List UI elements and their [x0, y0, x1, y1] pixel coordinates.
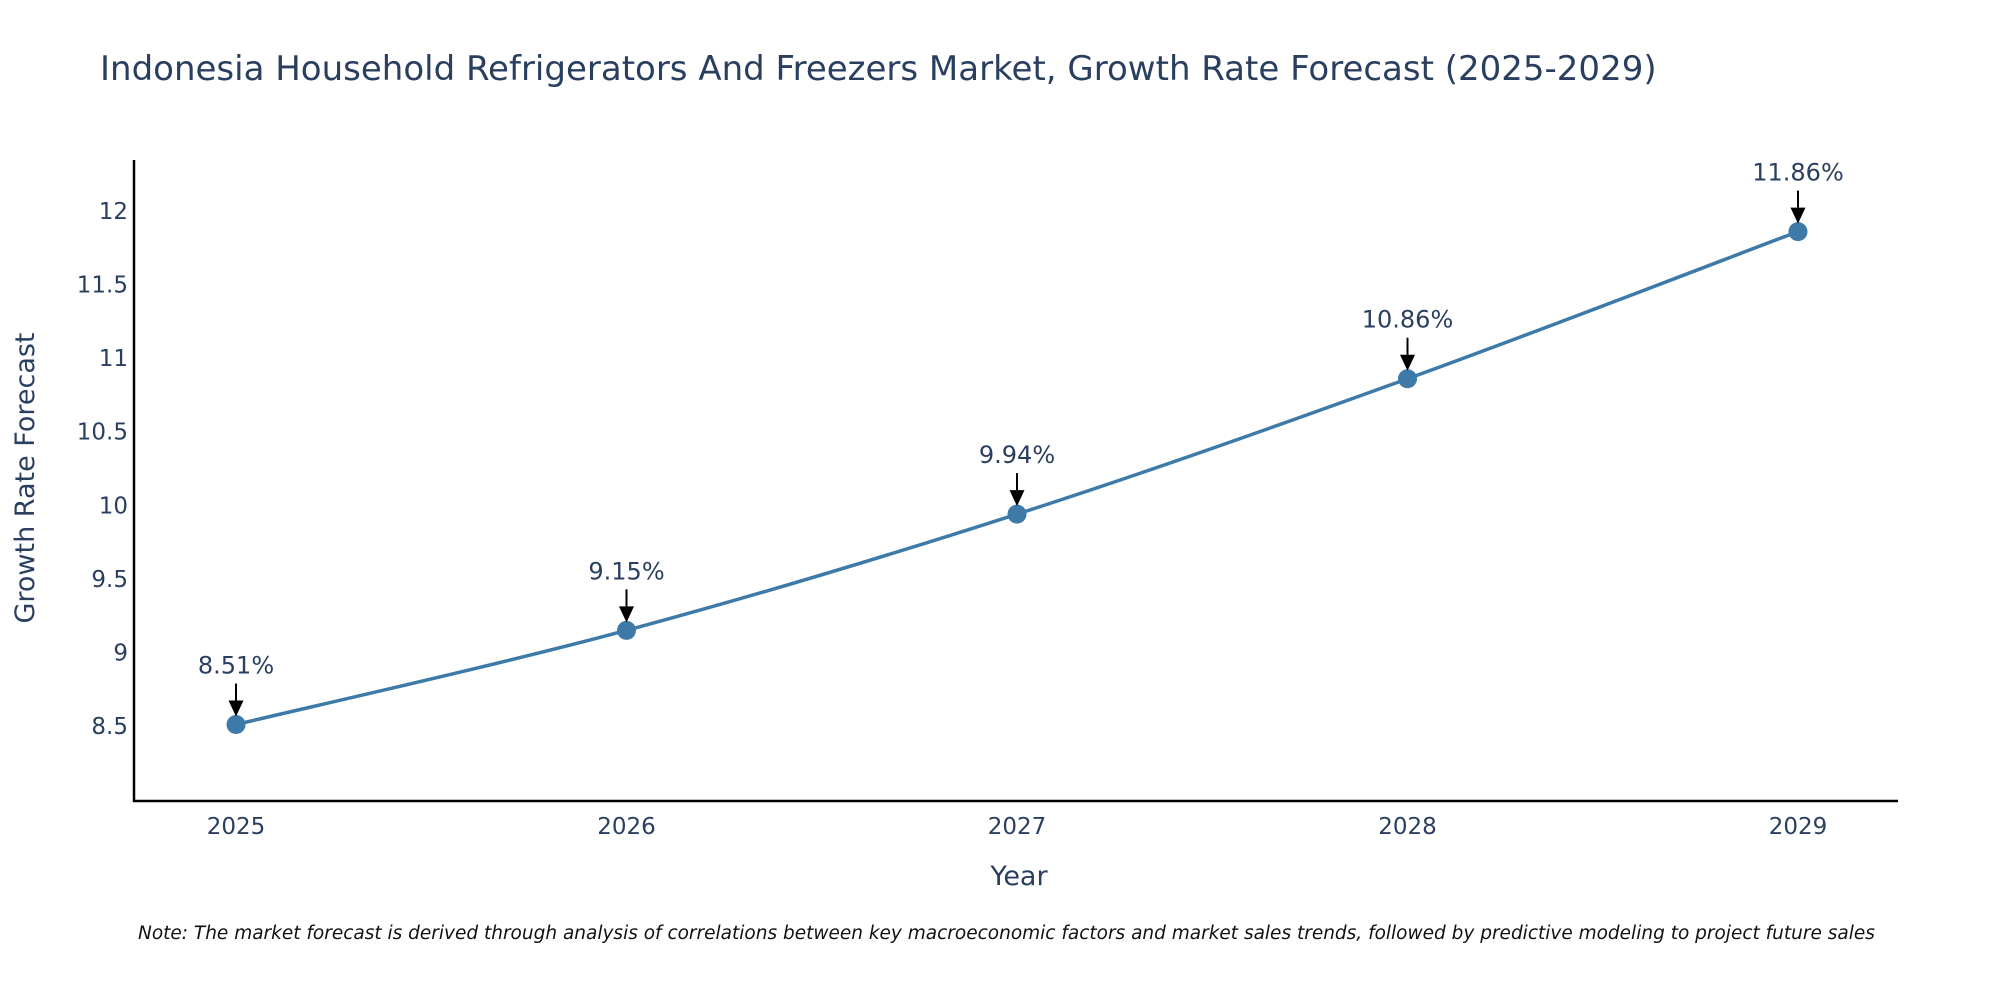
y-axis-title: Growth Rate Forecast	[10, 332, 41, 623]
y-tick-label: 10	[99, 493, 128, 519]
annotation-layer: 8.51% 9.15% 9.94% 10.86% 11.86%	[198, 159, 1844, 717]
x-axis-ticks: 2025 2026 2027 2028 2029	[207, 814, 1828, 840]
chart-title: Indonesia Household Refrigerators And Fr…	[100, 49, 1657, 89]
annotation-arrow-head	[1790, 207, 1806, 224]
annotation-arrow-head	[228, 700, 244, 717]
data-point-marker[interactable]	[226, 715, 246, 735]
y-tick-label: 8.5	[91, 714, 128, 740]
x-tick-label: 2027	[988, 814, 1047, 840]
y-tick-label: 11	[99, 346, 128, 372]
x-tick-label: 2026	[597, 814, 656, 840]
y-axis-ticks: 8.5 9 9.5 10 10.5 11 11.5 12	[77, 199, 128, 740]
x-tick-label: 2025	[207, 814, 266, 840]
data-point-marker[interactable]	[1007, 504, 1027, 524]
chart-note: Note: The market forecast is derived thr…	[138, 923, 1875, 944]
y-tick-label: 12	[99, 199, 128, 225]
data-label: 8.51%	[198, 652, 274, 680]
y-tick-label: 9	[113, 640, 128, 666]
series-layer	[226, 222, 1808, 735]
x-axis-title: Year	[989, 861, 1048, 892]
x-tick-label: 2029	[1769, 814, 1828, 840]
annotation-arrow-head	[619, 606, 634, 623]
data-label: 9.15%	[588, 557, 664, 585]
data-label: 11.86%	[1752, 159, 1844, 187]
annotation-arrow-head	[1009, 490, 1025, 507]
data-point-marker[interactable]	[1788, 222, 1808, 242]
x-tick-label: 2028	[1378, 814, 1437, 840]
data-label: 10.86%	[1362, 306, 1454, 334]
data-point-marker[interactable]	[1398, 369, 1417, 389]
y-tick-label: 11.5	[77, 273, 128, 299]
data-label: 9.94%	[979, 441, 1055, 469]
y-tick-label: 10.5	[77, 420, 128, 446]
y-tick-label: 9.5	[91, 567, 128, 593]
data-point-marker[interactable]	[617, 620, 636, 640]
annotation-arrow-head	[1400, 354, 1415, 371]
